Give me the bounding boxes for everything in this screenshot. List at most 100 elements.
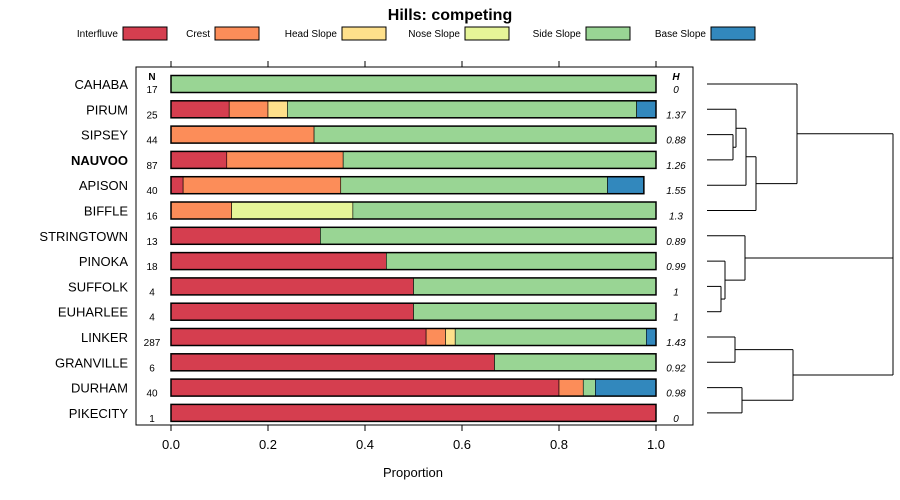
row-n-count: 25 — [146, 110, 158, 121]
row-h-value: 0.88 — [666, 136, 686, 147]
row-h-value: 1 — [673, 313, 679, 324]
row-label: NAUVOO — [71, 153, 128, 168]
x-axis: 0.0 0.2 0.4 0.6 0.8 1.0 — [162, 61, 665, 452]
bar-outline — [170, 277, 657, 296]
row-h-value: 1.43 — [666, 338, 686, 349]
bar-outline — [170, 327, 657, 347]
x-tick-label: 0.2 — [259, 437, 277, 452]
row-label: DURHAM — [71, 381, 128, 396]
bar-outline — [170, 403, 657, 423]
bar-outline — [170, 201, 657, 220]
row-n-count: 16 — [146, 212, 158, 223]
bar-outline — [170, 100, 657, 119]
row-label: PINOKA — [79, 254, 128, 269]
row-n-count: 17 — [146, 85, 158, 96]
bar-outline — [170, 353, 657, 372]
n-column-header: N — [148, 72, 155, 83]
row-h-value: 1.26 — [666, 161, 686, 172]
row-h-value: 1 — [673, 287, 679, 298]
row-h-value: 0 — [673, 85, 679, 96]
bar-segment — [182, 176, 342, 194]
legend-swatch — [122, 26, 168, 41]
bar-segment — [386, 252, 657, 270]
row-label: PIKECITY — [69, 406, 129, 421]
bar-segment — [170, 353, 495, 372]
row-label: GRANVILLE — [55, 355, 128, 370]
legend-label: Side Slope — [533, 29, 582, 40]
bar-segment — [170, 302, 414, 321]
legend-swatch — [710, 26, 756, 41]
legend-label: Base Slope — [655, 29, 707, 40]
bar-segment — [170, 277, 414, 296]
x-tick-label: 1.0 — [647, 437, 665, 452]
x-tick-label: 0.0 — [162, 437, 180, 452]
legend: Interfluve Crest Head Slope Nose Slope Side … — [77, 26, 756, 41]
legend-swatch — [585, 26, 631, 41]
bar-segment — [170, 151, 228, 169]
bar-segment — [170, 378, 560, 397]
bar-segment — [425, 328, 446, 346]
legend-label: Nose Slope — [408, 29, 460, 40]
bar-outline — [170, 175, 645, 195]
row-label: BIFFLE — [84, 204, 128, 219]
bar-segment — [170, 252, 387, 270]
bar-segment — [320, 227, 657, 245]
bar-segment — [445, 328, 456, 346]
bar-outline — [170, 125, 657, 144]
row-n-count: 4 — [149, 287, 155, 298]
row-h-value: 0.99 — [666, 262, 686, 273]
row-label: APISON — [79, 178, 128, 193]
bar-segment — [494, 353, 657, 372]
row-n-count: 40 — [146, 389, 158, 400]
row-n-count: 4 — [149, 313, 155, 324]
bar-segment — [340, 176, 608, 194]
legend-swatch — [214, 26, 260, 41]
row-n-count: 13 — [146, 237, 158, 248]
bar-segment — [170, 227, 321, 245]
bar-segment — [313, 125, 657, 144]
bar-segment — [226, 151, 344, 169]
row-label: SUFFOLK — [68, 279, 128, 294]
row-h-value: 1.3 — [669, 212, 683, 223]
plot-frame — [135, 66, 694, 426]
legend-label: Crest — [186, 29, 210, 40]
bar-segment — [267, 100, 288, 119]
bar-segment — [170, 201, 232, 220]
row-h-value: 0.98 — [666, 389, 686, 400]
bar-segment — [170, 100, 230, 119]
row-n-count: 1 — [149, 414, 155, 425]
row-label: STRINGTOWN — [39, 229, 128, 244]
legend-swatch — [341, 26, 387, 41]
legend-label: Head Slope — [285, 29, 338, 40]
x-tick-label: 0.4 — [356, 437, 374, 452]
bar-segment — [231, 201, 354, 220]
bar-segment — [170, 404, 657, 422]
bar-segment — [595, 378, 657, 397]
row-n-count: 6 — [149, 363, 155, 374]
bar-segment — [645, 328, 657, 346]
bar-segment — [170, 328, 427, 346]
bar-outline — [170, 74, 657, 94]
row-n-count: 44 — [146, 136, 158, 147]
bar-outline — [170, 150, 657, 170]
row-label: CAHABA — [75, 77, 129, 92]
legend-swatch — [464, 26, 510, 41]
row-n-count: 40 — [146, 186, 158, 197]
bar-segment — [170, 75, 657, 93]
row-h-value: 0 — [673, 414, 679, 425]
row-n-count: 87 — [146, 161, 158, 172]
x-tick-label: 0.6 — [453, 437, 471, 452]
bar-outline — [170, 251, 657, 271]
bar-outline — [170, 226, 657, 246]
bar-segment — [170, 176, 184, 194]
bar-segment — [342, 151, 657, 169]
bar-segment — [636, 100, 657, 119]
h-column-header: H — [672, 72, 680, 83]
row-h-value: 0.92 — [666, 363, 686, 374]
bar-segment — [228, 100, 269, 119]
bar-segment — [287, 100, 637, 119]
dendrogram — [707, 83, 894, 414]
bar-segment — [454, 328, 647, 346]
